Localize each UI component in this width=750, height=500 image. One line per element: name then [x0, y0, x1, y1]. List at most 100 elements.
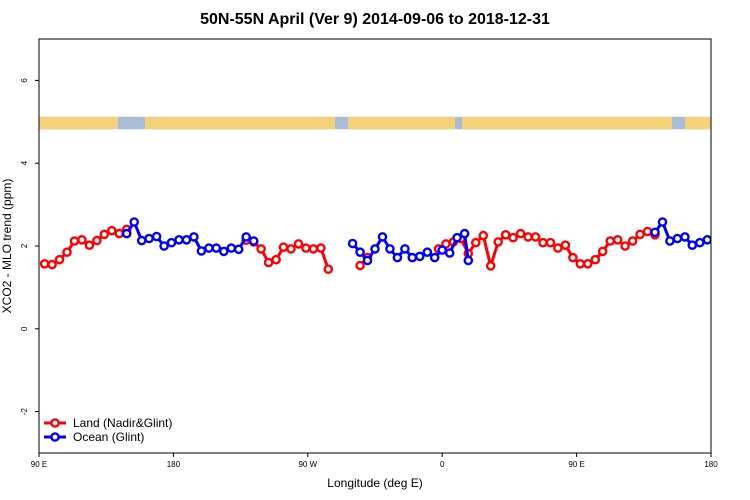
x-axis: 90 E 180 90 W 0 90 E 180 — [31, 453, 718, 469]
data-point — [560, 240, 571, 250]
chart-title: 50N-55N April (Ver 9) 2014-09-06 to 2018… — [200, 11, 550, 28]
data-point — [84, 240, 95, 250]
data-point — [459, 228, 470, 239]
x-tick-label: 90 W — [298, 460, 317, 469]
y-tick-label: 4 — [20, 160, 29, 165]
x-tick-label: 90 E — [31, 460, 47, 469]
data-point — [500, 229, 511, 240]
data-point — [452, 232, 462, 243]
data-point — [233, 244, 244, 255]
data-point — [605, 236, 616, 246]
data-point — [463, 255, 474, 266]
legend-label: Land (Nadir&Glint) — [73, 416, 172, 430]
data-point — [301, 243, 311, 253]
data-point — [429, 252, 440, 263]
data-point — [377, 232, 388, 242]
data-point — [121, 228, 132, 239]
data-point — [583, 258, 593, 269]
data-point — [196, 246, 207, 256]
series-ocean — [121, 217, 711, 266]
data-point — [687, 240, 698, 250]
data-point — [620, 241, 630, 251]
data-point — [286, 244, 296, 254]
data-point — [590, 254, 601, 265]
data-point — [523, 232, 533, 242]
land-band — [685, 116, 711, 130]
data-point — [665, 236, 675, 246]
y-axis: -2 0 2 4 6 — [20, 78, 39, 415]
data-point — [545, 237, 556, 248]
data-point — [189, 232, 199, 242]
data-point — [470, 237, 481, 248]
data-point — [568, 252, 578, 263]
data-point — [62, 247, 72, 257]
land-ocean-strip — [39, 116, 711, 130]
data-point — [248, 236, 259, 246]
data-point — [657, 217, 668, 227]
data-point — [478, 230, 489, 241]
data-point — [508, 232, 518, 243]
legend-label: Ocean (Glint) — [73, 430, 144, 444]
data-point — [635, 229, 645, 240]
y-axis-label: XCO2 - MLO trend (ppm) — [0, 179, 14, 314]
data-point — [69, 236, 80, 246]
land-band — [39, 116, 118, 130]
data-point — [271, 254, 281, 265]
data-point — [493, 237, 504, 247]
data-point — [627, 236, 638, 246]
data-point — [54, 254, 65, 265]
legend-marker — [50, 432, 60, 442]
data-point — [47, 259, 57, 270]
data-point — [650, 227, 660, 238]
data-point — [407, 252, 418, 263]
data-point — [204, 243, 214, 253]
data-point — [597, 246, 608, 257]
x-tick-label: 180 — [167, 460, 181, 469]
data-point — [695, 237, 705, 248]
data-point — [114, 228, 125, 239]
data-point — [362, 255, 373, 266]
land-band — [462, 116, 672, 130]
data-point — [355, 247, 365, 257]
data-point — [702, 235, 711, 245]
legend-marker — [50, 418, 60, 428]
land-band — [145, 116, 335, 130]
data-point — [241, 232, 251, 242]
data-point — [680, 232, 690, 242]
data-point — [129, 217, 139, 227]
data-point — [181, 234, 192, 245]
data-point — [575, 258, 586, 269]
data-point — [515, 228, 526, 239]
data-point — [385, 244, 395, 254]
data-point — [392, 252, 403, 263]
data-point — [107, 225, 117, 236]
data-point — [99, 229, 110, 240]
y-tick-label: 0 — [20, 326, 29, 331]
data-point — [39, 258, 50, 269]
y-tick-label: -2 — [20, 407, 29, 415]
data-point — [414, 251, 425, 262]
data-point — [323, 264, 334, 275]
data-point — [355, 260, 365, 271]
land-band — [348, 116, 455, 130]
data-point — [444, 248, 455, 258]
data-point — [316, 243, 326, 253]
data-point — [422, 247, 433, 257]
data-point — [166, 237, 177, 248]
x-tick-label: 0 — [440, 460, 445, 469]
data-point — [211, 243, 222, 253]
data-point — [218, 246, 229, 257]
data-point — [530, 232, 541, 242]
data-point — [144, 233, 154, 244]
data-point — [538, 237, 548, 248]
data-point — [151, 231, 162, 242]
data-point — [672, 233, 683, 244]
data-point — [226, 243, 237, 253]
data-point — [437, 245, 448, 255]
series-layer — [39, 217, 711, 275]
data-point — [278, 242, 289, 252]
data-point — [347, 238, 358, 249]
data-point — [370, 244, 380, 254]
data-point — [263, 257, 274, 268]
